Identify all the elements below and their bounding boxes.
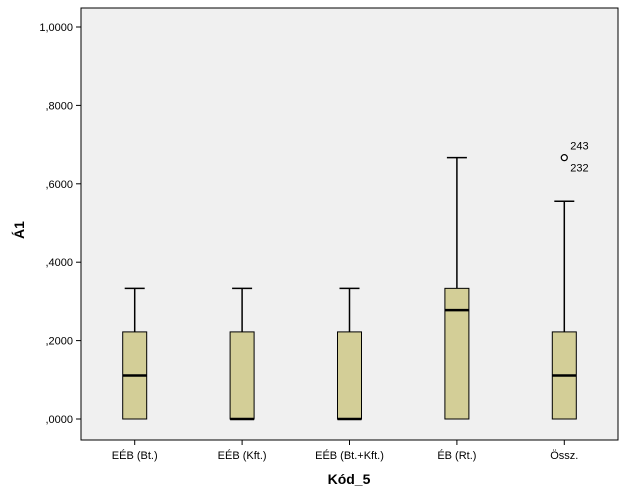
outlier-label: 232 <box>570 163 588 175</box>
x-axis-title: Kód_5 <box>328 471 371 487</box>
y-axis: ,0000 ,2000 ,4000 ,6000 ,8000 1,0000 <box>39 22 81 426</box>
box-1 <box>122 287 148 420</box>
y-tick-label: ,2000 <box>45 336 73 348</box>
box-rect <box>337 331 362 420</box>
x-tick-label: EÉB (Bt.+Kft.) <box>315 449 384 462</box>
y-tick-label: ,8000 <box>45 100 73 112</box>
box-rect <box>444 287 470 420</box>
box-3 <box>337 287 362 421</box>
y-tick-label: ,6000 <box>45 179 73 191</box>
box-rect <box>229 331 255 420</box>
y-tick-label: 1,0000 <box>39 22 73 34</box>
box-4 <box>444 156 470 420</box>
x-tick-label: Össz. <box>550 450 578 462</box>
x-tick-label: EÉB (Bt.) <box>112 449 158 462</box>
boxes-group: 243 232 <box>122 141 589 421</box>
outlier-label: 243 <box>570 141 588 153</box>
x-tick-label: EÉB (Kft.) <box>218 449 267 462</box>
outlier-point <box>560 154 568 162</box>
box-5: 243 232 <box>551 141 589 420</box>
box-2 <box>229 287 255 421</box>
y-tick-label: ,4000 <box>45 257 73 269</box>
x-tick-label: ÉB (Rt.) <box>437 449 476 462</box>
x-axis: EÉB (Bt.) EÉB (Kft.) EÉB (Bt.+Kft.) ÉB (Rt.… <box>112 440 578 462</box>
y-tick-label: ,0000 <box>45 414 73 426</box>
y-axis-title: Á1 <box>11 221 27 239</box>
